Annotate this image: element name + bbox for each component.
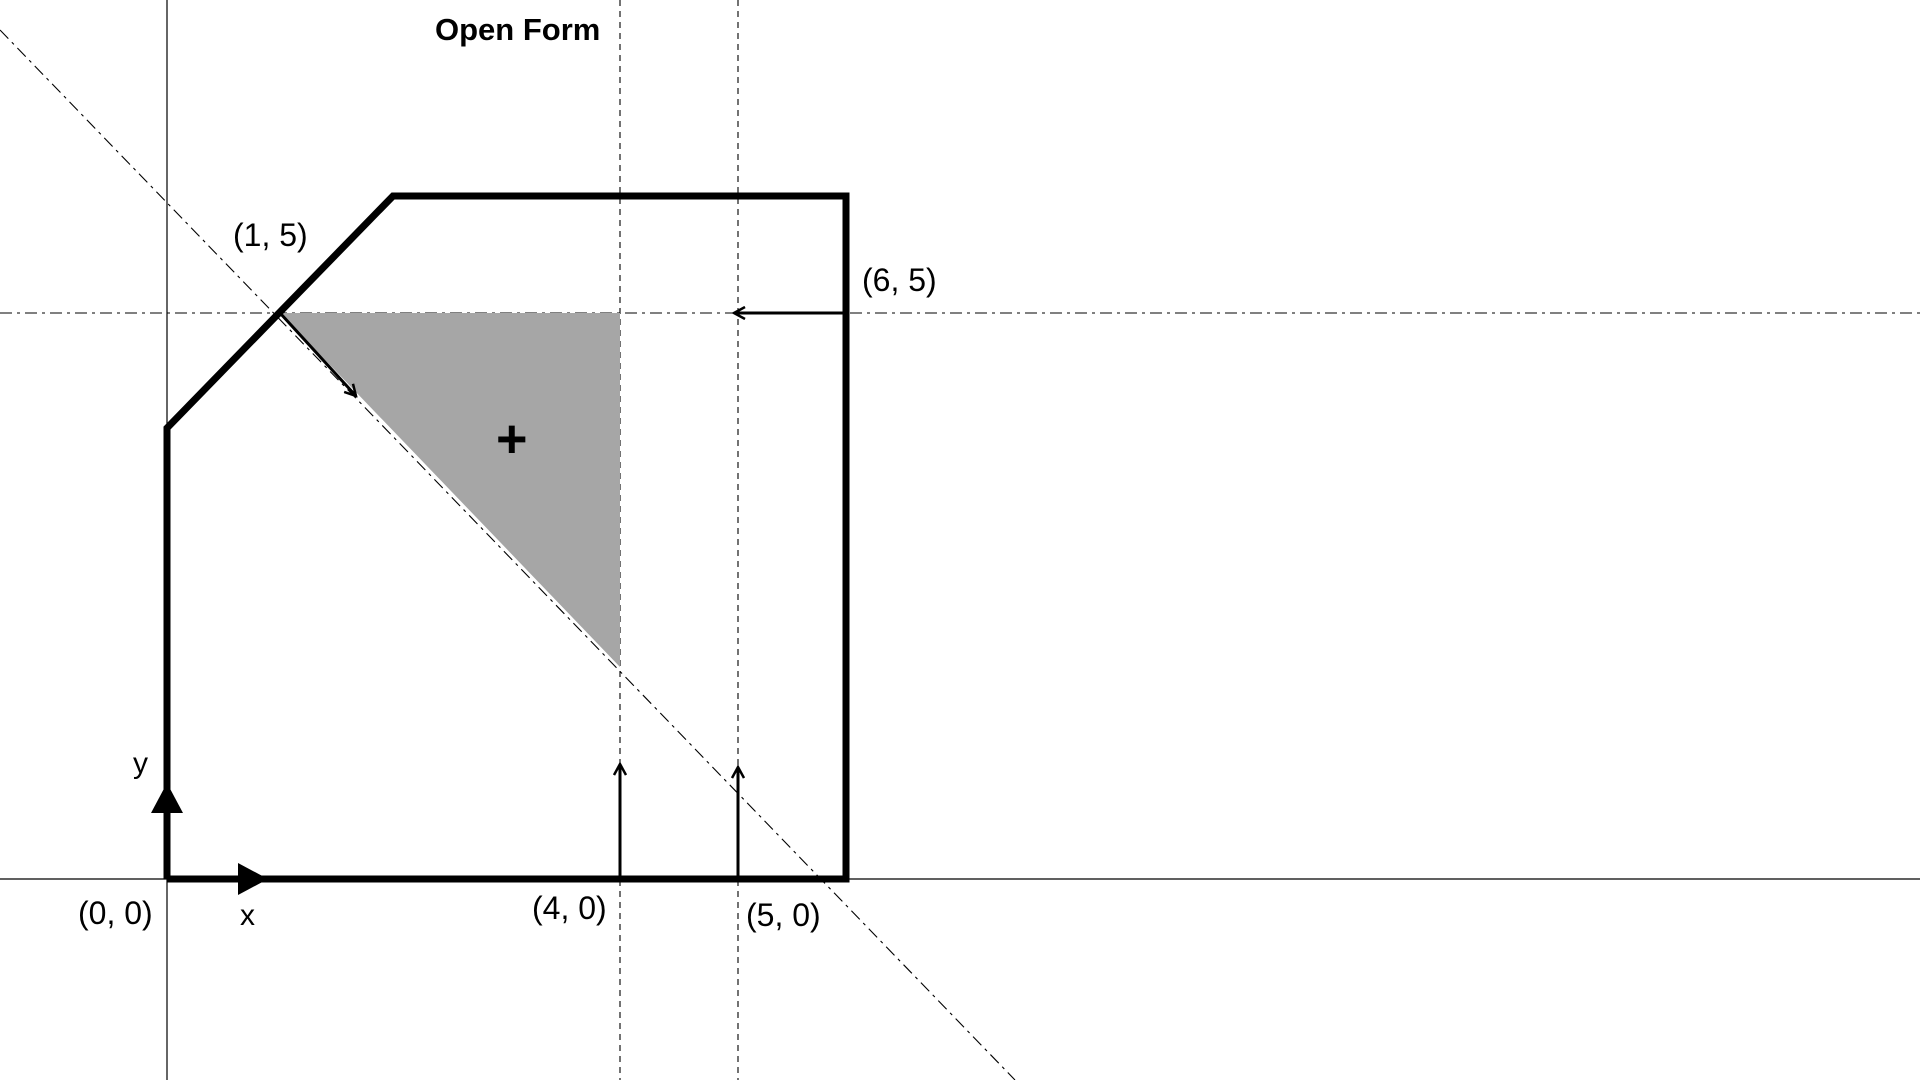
diagonal-guide [0, 29, 1016, 1080]
label-point-0-0: (0, 0) [78, 895, 153, 931]
x-arrow-head [238, 863, 268, 895]
y-arrow-head [151, 783, 183, 813]
label-point-5-0: (5, 0) [746, 897, 821, 933]
label-point-4-0: (4, 0) [532, 890, 607, 926]
label-point-1-5: (1, 5) [233, 217, 308, 253]
plus-sign-symbol: + [496, 409, 528, 469]
form-outline [163, 192, 850, 883]
diagram-title: Open Form [435, 12, 600, 47]
arrow-diagonal-from-1-5 [278, 311, 356, 396]
label-point-6-5: (6, 5) [862, 262, 937, 298]
shaded-triangle-region [280, 313, 620, 667]
label-axis-y: y [133, 747, 148, 780]
label-axis-x: x [240, 899, 255, 932]
